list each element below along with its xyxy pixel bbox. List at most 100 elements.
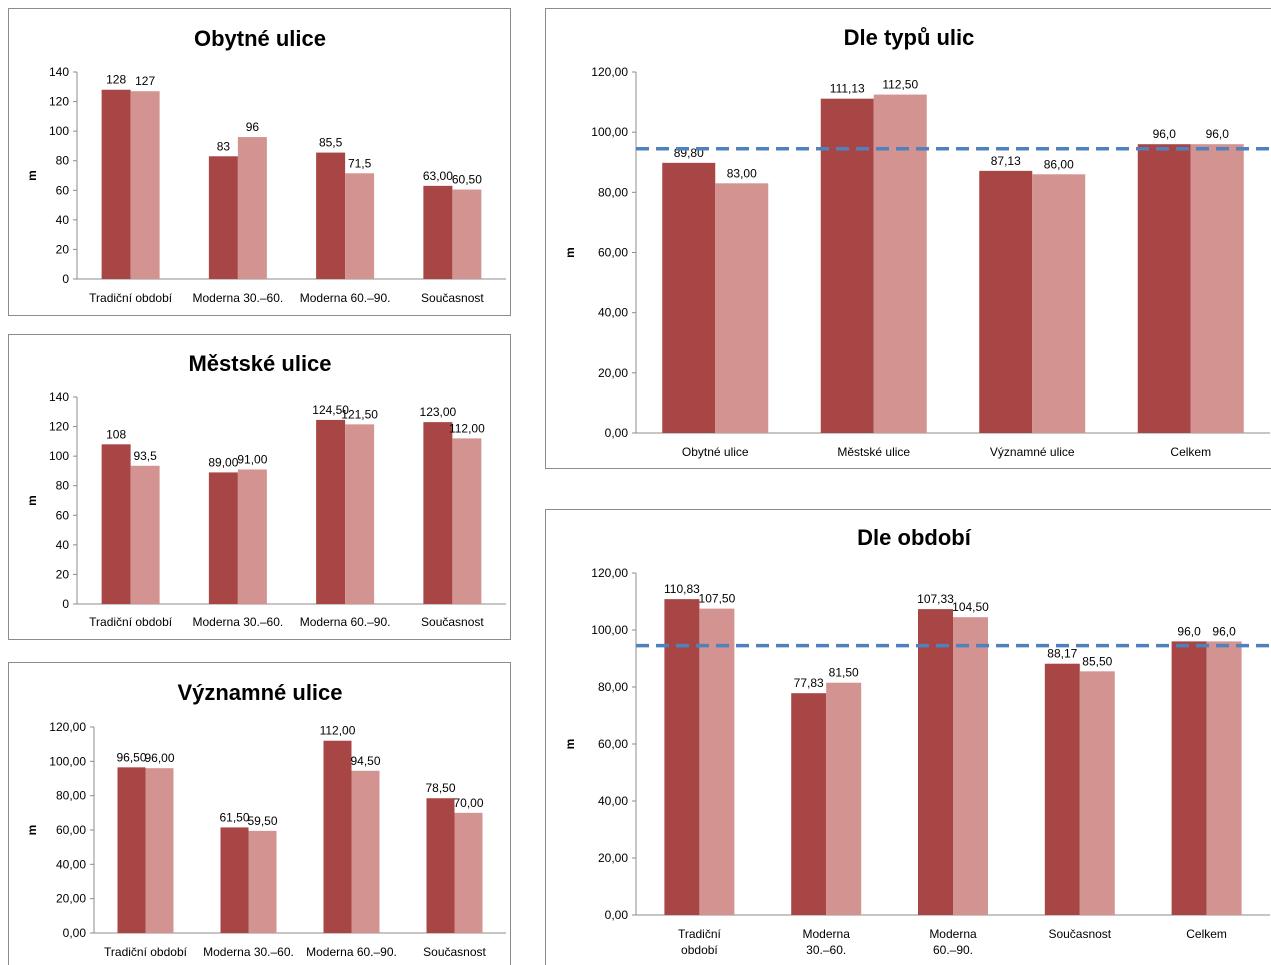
chart-obytne-ulice: Obytné ulice 0 20 40 60 80 100 120 140 m 128 127 Tra… (25, 26, 506, 305)
y-tick-label: 80,00 (598, 680, 628, 694)
y-tick-label: 0,00 (605, 908, 629, 922)
data-label: 107,50 (699, 592, 736, 606)
y-tick-label: 0,00 (63, 926, 87, 940)
y-tick-label: 100 (49, 449, 69, 463)
category-label: období (681, 943, 718, 957)
chart-title: Významné ulice (177, 680, 342, 705)
y-tick-label: 20,00 (598, 366, 628, 380)
bar-series2 (1190, 144, 1244, 433)
bar-series2 (715, 183, 769, 433)
chart-panel-dle-obdobi: Dle období 0,00 20,00 40,00 60,00 80,00 100,00… (545, 509, 1271, 965)
bar-series1 (791, 693, 827, 915)
bar-series1 (1171, 641, 1207, 915)
bar-series1 (423, 422, 453, 604)
chart-panel-mestske-ulice: Městské ulice 0 20 40 60 80 100 120 140 m 108 93,5 T… (8, 334, 511, 640)
data-label: 61,50 (219, 810, 249, 824)
category-label: 30.–60. (806, 943, 846, 957)
bar-series1 (664, 599, 700, 915)
bar-series2 (237, 137, 267, 279)
y-tick-label: 120 (49, 420, 69, 434)
y-tick-label: 20 (56, 567, 70, 581)
y-axis-label: m (25, 170, 39, 181)
data-label: 78,50 (425, 781, 455, 795)
bar-series1 (323, 740, 352, 933)
y-tick-label: 40 (56, 538, 70, 552)
bar-series1 (101, 89, 131, 279)
data-label: 87,13 (991, 154, 1021, 168)
data-label: 71,5 (348, 156, 372, 170)
bar-series1 (918, 609, 953, 915)
chart-panel-dle-typu-ulic: Dle typů ulic 0,00 20,00 40,00 60,00 80,00 100… (545, 8, 1271, 469)
bar-series1 (662, 162, 716, 433)
chart-title: Městské ulice (188, 351, 331, 376)
y-tick-label: 60 (56, 508, 70, 522)
y-tick-label: 40,00 (598, 794, 628, 808)
chart-panel-obytne-ulice: Obytné ulice 0 20 40 60 80 100 120 140 m 128 127 Tra… (8, 8, 511, 316)
data-label: 88,17 (1047, 647, 1077, 661)
data-label: 110,83 (664, 582, 700, 596)
category-label: Moderna 60.–90. (300, 291, 391, 305)
category-label: Tradiční období (104, 945, 188, 959)
bar-series2 (345, 173, 375, 279)
data-label: 89,00 (208, 455, 238, 469)
category-label: Moderna (929, 927, 977, 941)
y-tick-label: 0 (62, 597, 69, 611)
bar-series2 (699, 608, 735, 915)
bar-series2 (452, 438, 482, 604)
data-label: 112,00 (320, 724, 356, 738)
category-label: 60.–90. (933, 943, 973, 957)
chart-title: Dle období (857, 525, 972, 550)
y-tick-label: 20,00 (598, 851, 628, 865)
y-tick-label: 100,00 (49, 754, 86, 768)
chart-title: Dle typů ulic (844, 25, 975, 50)
category-label: Moderna 60.–90. (300, 615, 391, 629)
data-label: 60,50 (452, 173, 482, 187)
data-label: 77,83 (794, 676, 824, 690)
data-label: 96 (246, 120, 260, 134)
y-tick-label: 0 (62, 272, 69, 286)
bar-series1 (1044, 663, 1080, 915)
bar-series1 (208, 472, 238, 604)
data-label: 107,33 (917, 592, 954, 606)
data-label: 123,00 (420, 405, 457, 419)
category-label: Současnost (423, 945, 486, 959)
data-label: 81,50 (829, 666, 859, 680)
y-axis-label: m (563, 739, 577, 750)
category-label: Celkem (1186, 927, 1227, 941)
y-tick-label: 100,00 (591, 125, 628, 139)
bar-series1 (117, 767, 146, 933)
category-label: Moderna 30.–60. (193, 291, 284, 305)
bar-series2 (1032, 174, 1086, 434)
data-label: 96,0 (1153, 127, 1177, 141)
bar-series1 (101, 444, 131, 604)
category-label: Současnost (421, 291, 484, 305)
y-tick-label: 80 (56, 154, 70, 168)
chart-panel-vyznamne-ulice: Významné ulice 0,00 20,00 40,00 60,00 80,00 10… (8, 662, 511, 965)
data-label: 112,50 (882, 78, 918, 92)
chart-title: Obytné ulice (194, 26, 326, 51)
bar-series2 (826, 682, 862, 915)
bar-series2 (130, 91, 160, 279)
y-tick-label: 120 (49, 95, 69, 109)
data-label: 96,00 (144, 751, 174, 765)
data-label: 96,50 (116, 750, 146, 764)
data-label: 91,00 (237, 452, 267, 466)
bar-series2 (351, 770, 380, 933)
data-label: 121,50 (341, 407, 378, 421)
y-tick-label: 60,00 (56, 823, 86, 837)
data-label: 112,00 (449, 421, 485, 435)
bar-series2 (953, 617, 988, 915)
data-label: 85,50 (1082, 654, 1112, 668)
chart-dle-typu-ulic: Dle typů ulic 0,00 20,00 40,00 60,00 80,00 100… (563, 25, 1270, 459)
data-label: 70,00 (453, 796, 483, 810)
chart-dle-obdobi: Dle období 0,00 20,00 40,00 60,00 80,00 100,00… (563, 525, 1270, 957)
data-label: 86,00 (1044, 157, 1074, 171)
bar-series2 (237, 469, 267, 604)
data-label: 111,13 (830, 82, 865, 96)
data-label: 108 (106, 427, 126, 441)
chart-mestske-ulice: Městské ulice 0 20 40 60 80 100 120 140 m 108 93,5 T… (25, 351, 506, 629)
y-tick-label: 60,00 (598, 737, 628, 751)
y-tick-label: 60,00 (598, 246, 628, 260)
bar-series2 (452, 189, 482, 279)
y-tick-label: 100,00 (591, 623, 628, 637)
